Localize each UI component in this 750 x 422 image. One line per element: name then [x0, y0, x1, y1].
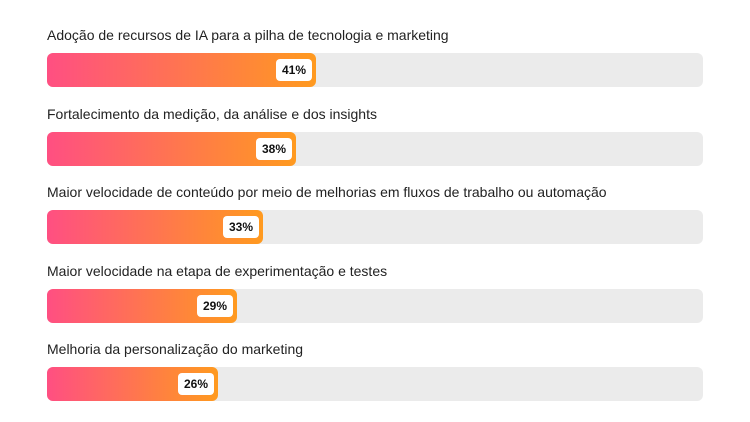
bar-category-label: Maior velocidade na etapa de experimenta… [47, 262, 388, 279]
bar-track: 29% [47, 288, 703, 323]
bar-category-label: Fortalecimento da medição, da análise e … [47, 105, 377, 122]
bar-value-label: 33% [223, 216, 259, 238]
bar-value-label: 41% [276, 59, 312, 81]
bar-item: Adoção de recursos de IA para a pilha de… [47, 26, 703, 96]
bar-fill [47, 131, 296, 166]
bar-item: Maior velocidade na etapa de experimenta… [47, 262, 703, 332]
bar-fill [47, 53, 316, 87]
bar-value-label: 26% [178, 373, 214, 395]
bar-track: 38% [47, 131, 703, 166]
bar-value-label: 38% [256, 137, 292, 160]
bar-item: Maior velocidade de conteúdo por meio de… [47, 183, 703, 253]
bar-value-label: 29% [197, 294, 233, 317]
bar-category-label: Maior velocidade de conteúdo por meio de… [47, 184, 607, 200]
bar-track: 26% [47, 367, 703, 401]
bar-category-label: Melhoria da personalização do marketing [47, 341, 304, 357]
bar-item: Melhoria da personalização do marketing 2… [47, 340, 703, 410]
bar-track: 41% [47, 53, 703, 87]
bar-item: Fortalecimento da medição, da análise e … [47, 105, 703, 175]
bar-track: 33% [47, 210, 703, 244]
bar-category-label: Adoção de recursos de IA para a pilha de… [47, 27, 449, 43]
